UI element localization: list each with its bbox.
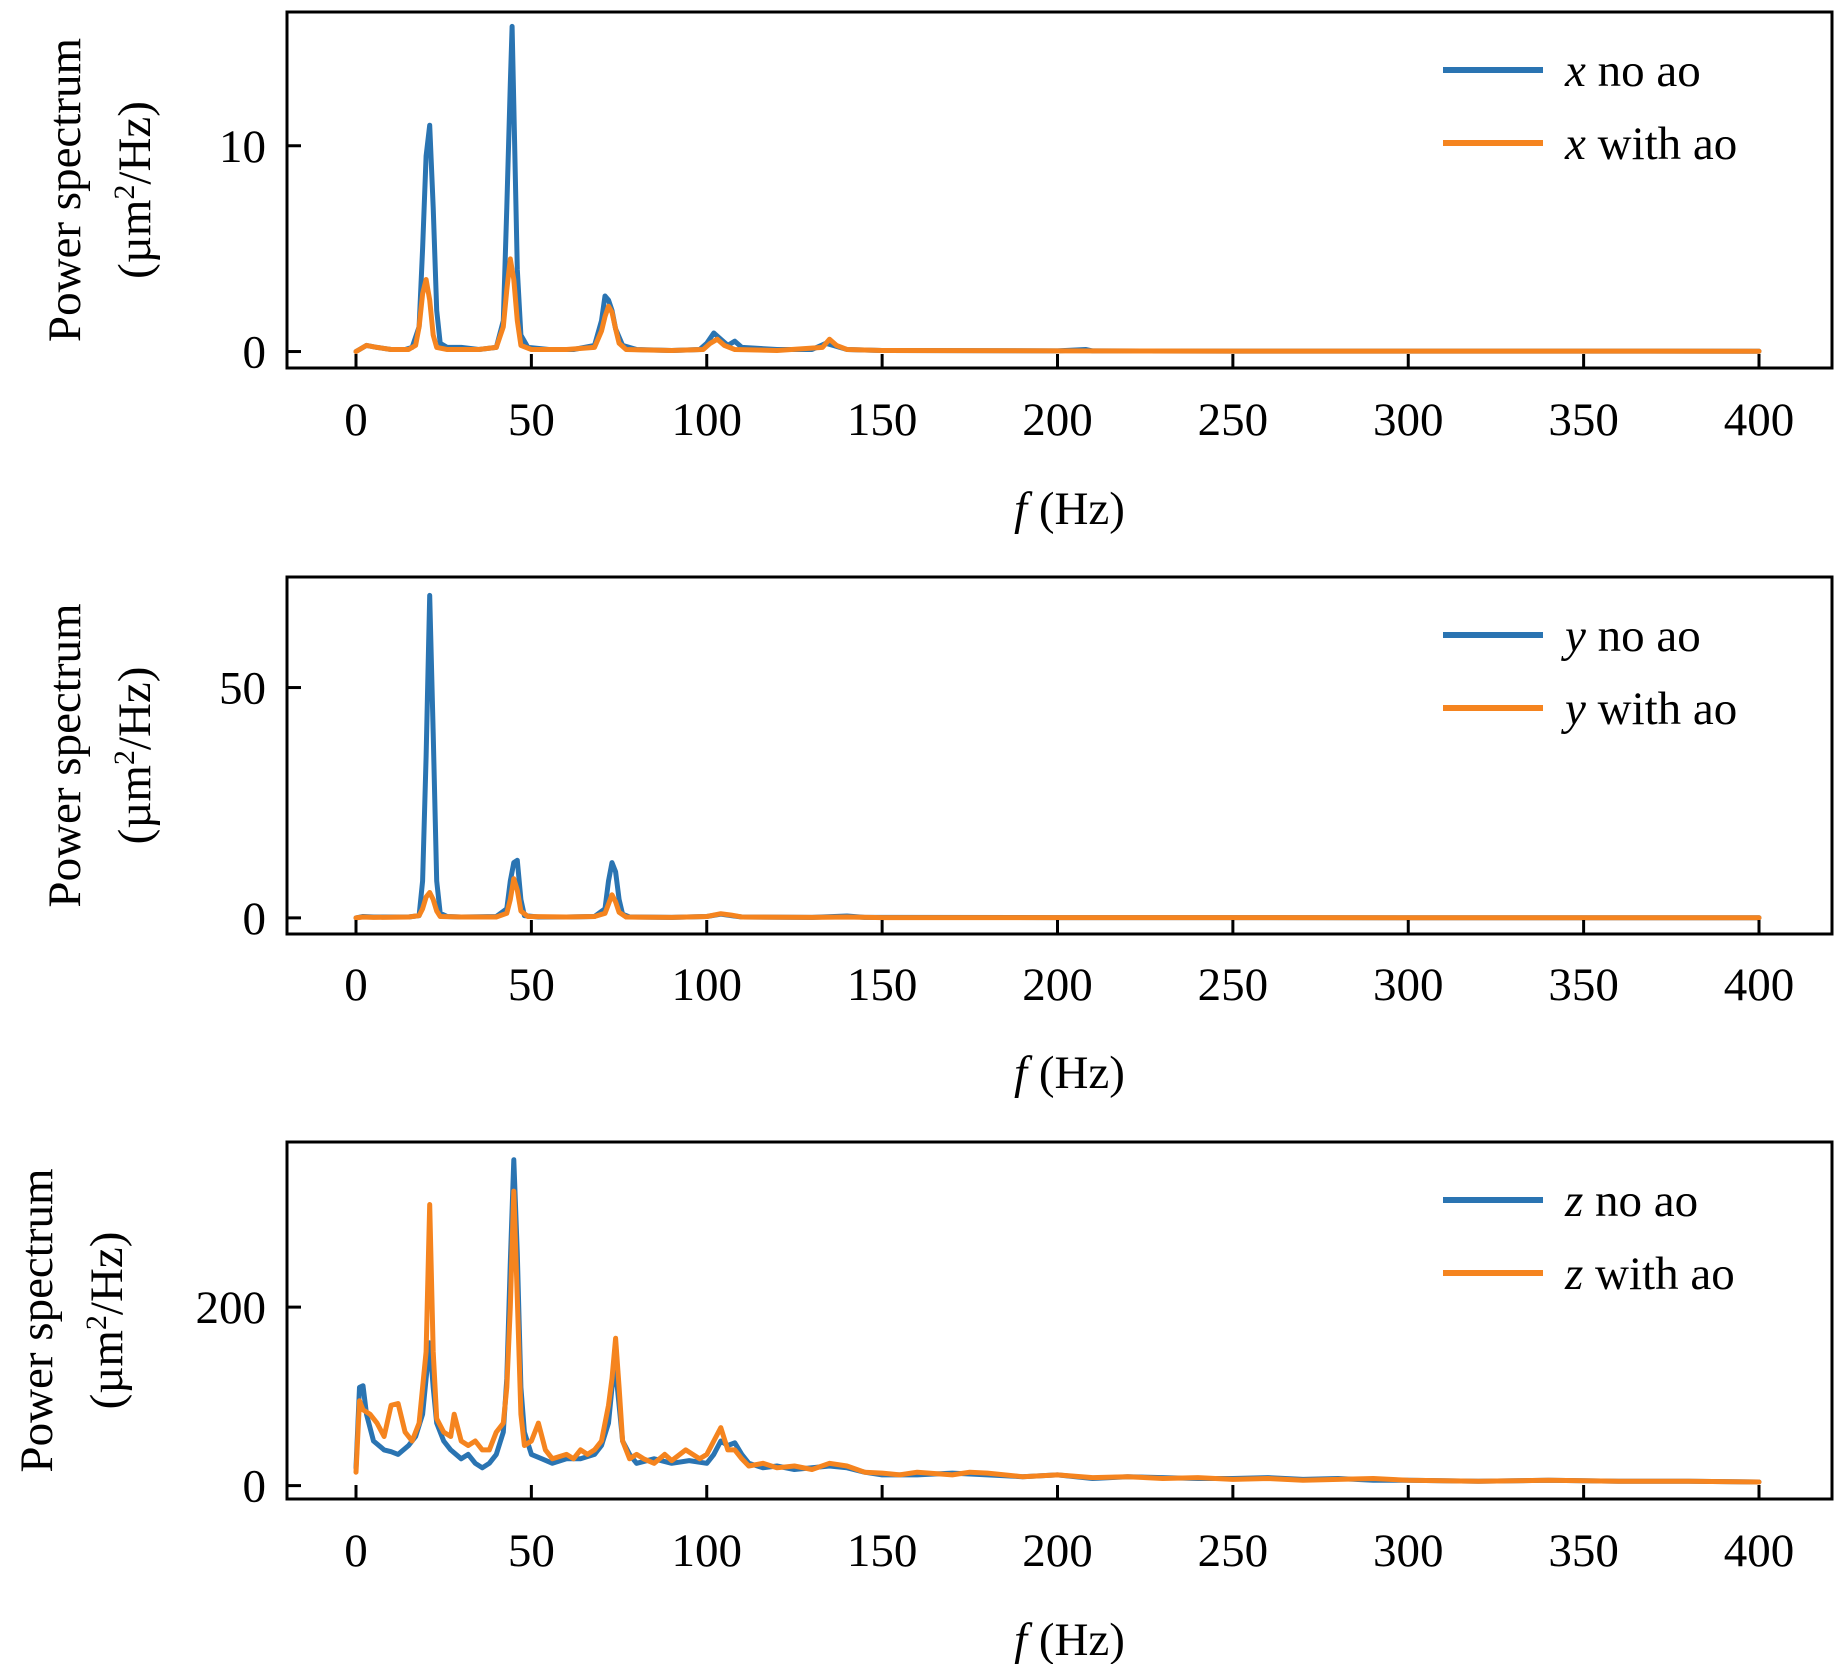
plot-frame xyxy=(285,575,1834,936)
x-axis-unit: (Hz) xyxy=(1027,1614,1125,1664)
y-tick-label: 0 xyxy=(243,327,267,379)
x-tick-label: 350 xyxy=(1548,959,1619,1011)
y-axis-unit-post: /Hz) xyxy=(109,101,161,185)
legend-label: x no ao xyxy=(1564,45,1701,97)
legend-label-text: no ao xyxy=(1586,610,1701,662)
y-tick-label: 0 xyxy=(243,1461,267,1513)
legend-label-text: no ao xyxy=(1586,45,1701,97)
x-axis-title: f (Hz) xyxy=(1014,483,1125,535)
plot-frame xyxy=(285,1140,1834,1501)
y-axis-unit-post: /Hz) xyxy=(81,1232,133,1316)
legend-label-text: with ao xyxy=(1586,683,1737,735)
y-axis-unit-pre: (µm xyxy=(109,765,161,844)
legend-label: x with ao xyxy=(1564,118,1737,170)
series-line-x-with-ao xyxy=(353,256,1762,354)
plot-frame xyxy=(285,10,1834,370)
x-tick-label: 200 xyxy=(1022,959,1093,1011)
y-axis-title-line2: (µm2/Hz) xyxy=(108,101,161,279)
legend-label-text: with ao xyxy=(1586,118,1737,170)
series-line-y-with-ao xyxy=(353,876,1762,921)
series-line-z-with-ao xyxy=(353,1188,1762,1485)
y-tick-label: 50 xyxy=(219,663,266,715)
x-tick-label: 50 xyxy=(508,394,555,446)
y-axis-unit-sup: 2 xyxy=(108,750,141,765)
x-tick-label: 250 xyxy=(1198,394,1269,446)
legend-label: y with ao xyxy=(1561,683,1737,735)
x-tick-label: 250 xyxy=(1198,959,1269,1011)
y-axis-unit-pre: (µm xyxy=(81,1330,133,1409)
y-axis-title-line1: Power spectrum xyxy=(11,1168,63,1472)
series-line-z-no-ao xyxy=(353,1157,1762,1485)
legend-label-variable: y xyxy=(1561,610,1586,662)
chart-panel-1: 0 50 100 150 200 250 300 350 400 0 10 f (Hz) Power s… xyxy=(39,10,1834,535)
x-tick-label: 350 xyxy=(1548,1525,1619,1577)
legend-label: z with ao xyxy=(1564,1248,1735,1300)
legend-label-variable: x xyxy=(1564,45,1586,97)
legend-label-variable: z xyxy=(1564,1175,1583,1227)
legend-label-variable: y xyxy=(1561,683,1586,735)
x-tick-label: 300 xyxy=(1373,1525,1444,1577)
y-tick-label: 10 xyxy=(219,121,266,173)
legend-label-text: with ao xyxy=(1583,1248,1734,1300)
x-axis-unit: (Hz) xyxy=(1027,483,1125,535)
chart-panel-3: 0 50 100 150 200 250 300 350 400 0 200 f (Hz) Power … xyxy=(11,1140,1834,1664)
x-tick-label: 150 xyxy=(847,959,918,1011)
x-tick-label: 350 xyxy=(1548,394,1619,446)
x-tick-label: 50 xyxy=(508,959,555,1011)
y-axis-unit-sup: 2 xyxy=(108,185,141,200)
series-line-y-no-ao xyxy=(353,592,1762,921)
x-tick-label: 100 xyxy=(672,1525,743,1577)
x-tick-label: 150 xyxy=(847,1525,918,1577)
y-axis-unit-pre: (µm xyxy=(109,200,161,279)
x-tick-label: 400 xyxy=(1724,394,1795,446)
legend-label: y no ao xyxy=(1561,610,1701,662)
y-axis-unit-post: /Hz) xyxy=(109,667,161,751)
chart-panel-2: 0 50 100 150 200 250 300 350 400 0 50 f (Hz) Power s… xyxy=(39,575,1834,1099)
x-tick-label: 0 xyxy=(344,394,368,446)
legend-label: z no ao xyxy=(1564,1175,1698,1227)
x-tick-label: 200 xyxy=(1022,1525,1093,1577)
y-axis-unit-sup: 2 xyxy=(80,1315,113,1330)
y-tick-label: 200 xyxy=(196,1282,267,1334)
x-tick-label: 400 xyxy=(1724,1525,1795,1577)
x-tick-label: 150 xyxy=(847,394,918,446)
x-tick-label: 100 xyxy=(672,959,743,1011)
x-tick-label: 400 xyxy=(1724,959,1795,1011)
y-axis-title-line1: Power spectrum xyxy=(39,38,91,342)
legend-label-variable: z xyxy=(1564,1248,1583,1300)
legend-label-variable: x xyxy=(1564,118,1586,170)
y-tick-label: 0 xyxy=(243,893,267,945)
y-axis-title-line1: Power spectrum xyxy=(39,603,91,907)
series-line-x-no-ao xyxy=(353,23,1762,354)
x-tick-label: 100 xyxy=(672,394,743,446)
x-axis-title: f (Hz) xyxy=(1014,1047,1125,1099)
x-tick-label: 300 xyxy=(1373,394,1444,446)
x-tick-label: 200 xyxy=(1022,394,1093,446)
x-axis-title: f (Hz) xyxy=(1014,1614,1125,1664)
legend-label-text: no ao xyxy=(1583,1175,1698,1227)
y-axis-title-line2: (µm2/Hz) xyxy=(80,1232,133,1410)
x-tick-label: 300 xyxy=(1373,959,1444,1011)
x-tick-label: 0 xyxy=(344,1525,368,1577)
y-axis-title-line2: (µm2/Hz) xyxy=(108,667,161,845)
x-tick-label: 0 xyxy=(344,959,368,1011)
x-tick-label: 50 xyxy=(508,1525,555,1577)
x-axis-unit: (Hz) xyxy=(1027,1047,1125,1099)
x-tick-label: 250 xyxy=(1198,1525,1269,1577)
